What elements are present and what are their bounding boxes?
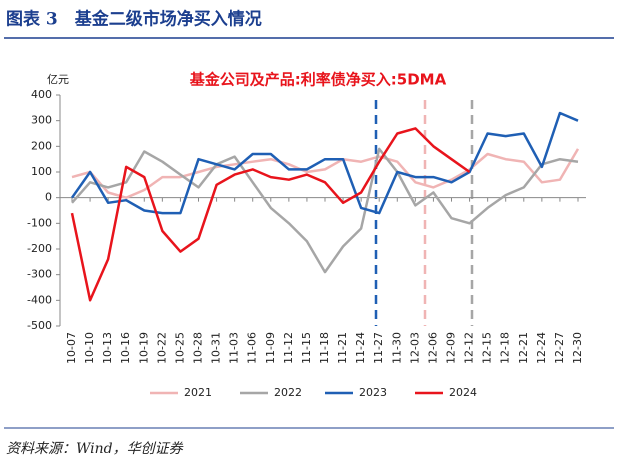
- x-tick-label: 11-15: [300, 332, 313, 364]
- x-tick-label: 11-30: [390, 332, 403, 364]
- y-tick-label: 100: [31, 165, 52, 178]
- y-unit: 亿元: [47, 73, 69, 86]
- x-tick-label: 10-25: [173, 332, 186, 364]
- chart-title: 基金公司及产品:利率债净买入:5DMA: [189, 71, 447, 89]
- x-tick-label: 12-03: [408, 332, 421, 364]
- x-tick-label: 12-24: [535, 332, 548, 364]
- x-tick-label: 12-12: [463, 332, 476, 364]
- x-tick-label: 10-13: [101, 332, 114, 364]
- x-tick-label: 12-30: [571, 332, 584, 364]
- series-line: [70, 127, 471, 302]
- x-tick-label: 12-18: [499, 332, 512, 364]
- source: 资料来源：Wind，华创证券: [6, 441, 184, 457]
- x-tick-label: 10-10: [83, 332, 96, 364]
- x-tick-label: 11-21: [336, 332, 349, 364]
- y-tick-label: -300: [27, 268, 52, 281]
- x-tick-label: 12-09: [445, 332, 458, 364]
- x-tick-label: 11-03: [228, 332, 241, 364]
- x-tick-label: 10-22: [155, 332, 168, 364]
- y-tick-label: -500: [27, 319, 52, 332]
- legend-label: 2024: [449, 386, 477, 399]
- x-tick-label: 11-12: [282, 332, 295, 364]
- x-tick-label: 11-27: [372, 332, 385, 364]
- legend-label: 2023: [359, 386, 387, 399]
- legend-label: 2022: [274, 386, 302, 399]
- y-tick-label: 0: [45, 191, 52, 204]
- series-line: [71, 147, 579, 274]
- x-tick-label: 11-09: [264, 332, 277, 364]
- x-tick-label: 12-06: [426, 332, 439, 364]
- x-tick-label: 10-16: [119, 332, 132, 364]
- x-tick-label: 12-21: [517, 332, 530, 364]
- y-tick-label: -100: [27, 216, 52, 229]
- x-tick-label: 11-18: [318, 332, 331, 364]
- x-tick-label: 12-27: [553, 332, 566, 364]
- x-tick-label: 11-06: [246, 332, 259, 364]
- x-tick-label: 11-24: [354, 332, 367, 364]
- header: 图表 3 基金二级市场净买入情况: [6, 9, 262, 30]
- x-tick-label: 10-19: [137, 332, 150, 364]
- x-tick-label: 10-28: [192, 332, 205, 364]
- y-tick-label: 400: [31, 88, 52, 101]
- y-tick-label: -400: [27, 293, 52, 306]
- x-tick-label: 10-31: [210, 332, 223, 364]
- y-tick-label: 200: [31, 139, 52, 152]
- x-tick-label: 10-07: [65, 332, 78, 364]
- y-tick-label: 300: [31, 114, 52, 127]
- series-line: [71, 148, 580, 199]
- legend-label: 2021: [184, 386, 212, 399]
- x-tick-label: 12-15: [481, 332, 494, 364]
- y-tick-label: -200: [27, 242, 52, 255]
